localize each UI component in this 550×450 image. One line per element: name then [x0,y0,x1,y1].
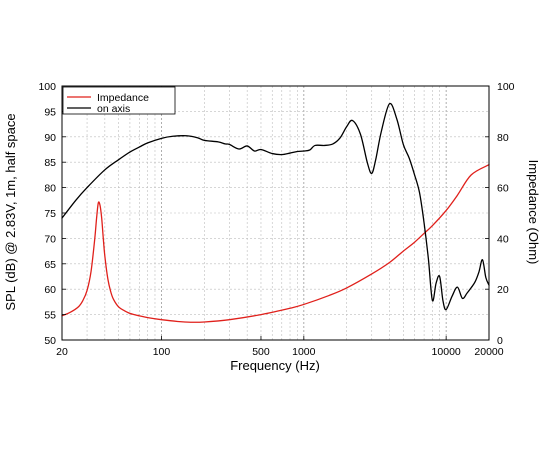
y-tick-label-left: 85 [44,157,56,169]
y-tick-label-right: 0 [497,335,503,347]
legend-box [62,86,176,115]
legend-label-on-axis: on axis [97,103,130,115]
y-tick-label-left: 100 [38,81,56,93]
x-tick-label: 500 [252,346,270,358]
series-line-on-axis [61,102,490,311]
x-tick-label: 10000 [432,346,461,358]
y-tick-label-left: 50 [44,335,56,347]
legend: Impedance on axis [62,86,176,115]
y-tick-label-left: 80 [44,183,56,195]
y-tick-label-left: 55 [44,310,56,322]
y-tick-label-right: 100 [497,81,515,93]
legend-label-impedance: Impedance [97,92,149,104]
y-tick-label-right: 20 [497,284,509,296]
y-tick-label-right: 40 [497,233,509,245]
x-tick-label: 20000 [474,346,503,358]
y-tick-label-left: 60 [44,284,56,296]
y-tick-label-right: 60 [497,183,509,195]
y-tick-label-left: 95 [44,106,56,118]
series-line-impedance [61,164,490,323]
y-axis-label-right: Impedance (Ohm) [526,160,541,265]
x-tick-label: 100 [153,346,171,358]
tick-labels: 20 100 500 1000 10000 20000505560657075808590… [38,81,514,358]
y-axis-label-left: SPL (dB) @ 2.83V, 1m, half space [3,113,18,310]
grid [62,86,489,340]
x-tick-label: 20 [56,346,68,358]
y-tick-label-right: 80 [497,132,509,144]
x-axis-label: Frequency (Hz) [230,358,320,373]
y-tick-label-left: 75 [44,208,56,220]
y-tick-label-left: 65 [44,259,56,271]
y-tick-label-left: 70 [44,233,56,245]
x-tick-label: 1000 [292,346,316,358]
series-lines [61,102,490,323]
y-tick-label-left: 90 [44,132,56,144]
